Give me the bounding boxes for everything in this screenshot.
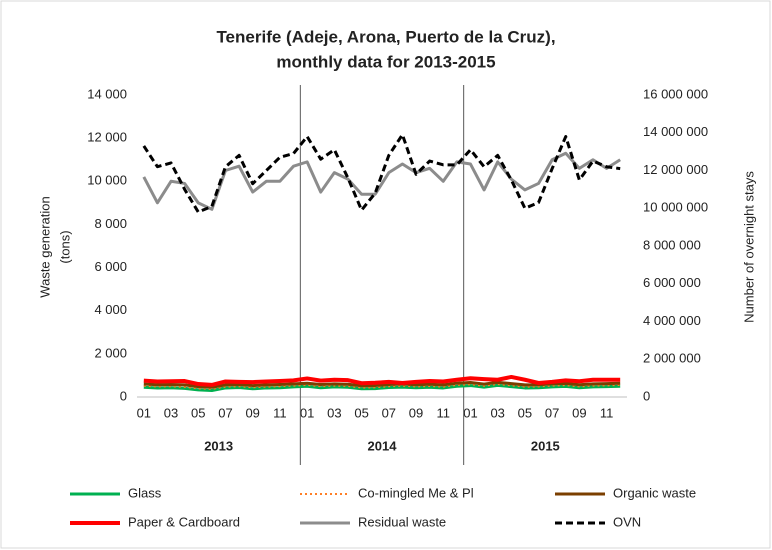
y-axis-title: (tons): [57, 230, 72, 263]
y2-axis-title: Number of overnight stays: [741, 171, 756, 323]
x-tick-label: 07: [218, 405, 232, 420]
y2-tick-label: 4 000 000: [643, 313, 701, 328]
x-tick-label: 11: [273, 405, 287, 420]
year-label: 2015: [531, 438, 560, 453]
chart-title: monthly data for 2013-2015: [276, 52, 495, 71]
y2-tick-label: 8 000 000: [643, 237, 701, 252]
x-tick-label: 05: [518, 405, 532, 420]
chart-title: Tenerife (Adeje, Arona, Puerto de la Cru…: [216, 27, 555, 46]
legend-label: Organic waste: [613, 485, 696, 500]
x-tick-label: 09: [245, 405, 259, 420]
y-tick-label: 14 000: [87, 86, 127, 101]
series-line: [142, 133, 621, 214]
x-tick-label: 01: [300, 405, 314, 420]
y-tick-label: 10 000: [87, 173, 127, 188]
y2-tick-label: 2 000 000: [643, 351, 701, 366]
y-tick-label: 8 000: [94, 216, 127, 231]
x-tick-label: 09: [409, 405, 423, 420]
series-line: [143, 383, 621, 393]
year-label: 2013: [204, 438, 233, 453]
x-tick-label: 07: [545, 405, 559, 420]
x-tick-label: 07: [382, 405, 396, 420]
y2-tick-label: 14 000 000: [643, 124, 708, 139]
legend-label: Paper & Cardboard: [128, 514, 240, 529]
x-tick-label: 11: [437, 405, 451, 420]
y2-tick-label: 10 000 000: [643, 200, 708, 215]
y2-tick-label: 0: [643, 388, 650, 403]
legend-label: Co-mingled Me & Pl: [358, 485, 474, 500]
series-line: [142, 151, 621, 211]
x-tick-label: 03: [327, 405, 341, 420]
y-tick-label: 2 000: [94, 345, 127, 360]
year-label: 2014: [368, 438, 398, 453]
y2-tick-label: 12 000 000: [643, 162, 708, 177]
legend-label: OVN: [613, 514, 641, 529]
series-line: [143, 374, 621, 387]
y-tick-label: 12 000: [87, 130, 127, 145]
x-tick-label: 11: [600, 405, 614, 420]
x-tick-label: 05: [191, 405, 205, 420]
y-tick-label: 6 000: [94, 259, 127, 274]
x-tick-label: 01: [137, 405, 151, 420]
x-tick-label: 05: [354, 405, 368, 420]
y-tick-label: 0: [120, 388, 127, 403]
x-tick-label: 03: [490, 405, 504, 420]
x-tick-label: 03: [164, 405, 178, 420]
x-tick-label: 09: [572, 405, 586, 420]
y-axis-title: Waste generation: [37, 196, 52, 297]
y2-tick-label: 16 000 000: [643, 86, 708, 101]
y-tick-label: 4 000: [94, 302, 127, 317]
y2-tick-label: 6 000 000: [643, 275, 701, 290]
x-tick-label: 01: [463, 405, 477, 420]
legend-label: Glass: [128, 485, 162, 500]
legend-label: Residual waste: [358, 514, 446, 529]
